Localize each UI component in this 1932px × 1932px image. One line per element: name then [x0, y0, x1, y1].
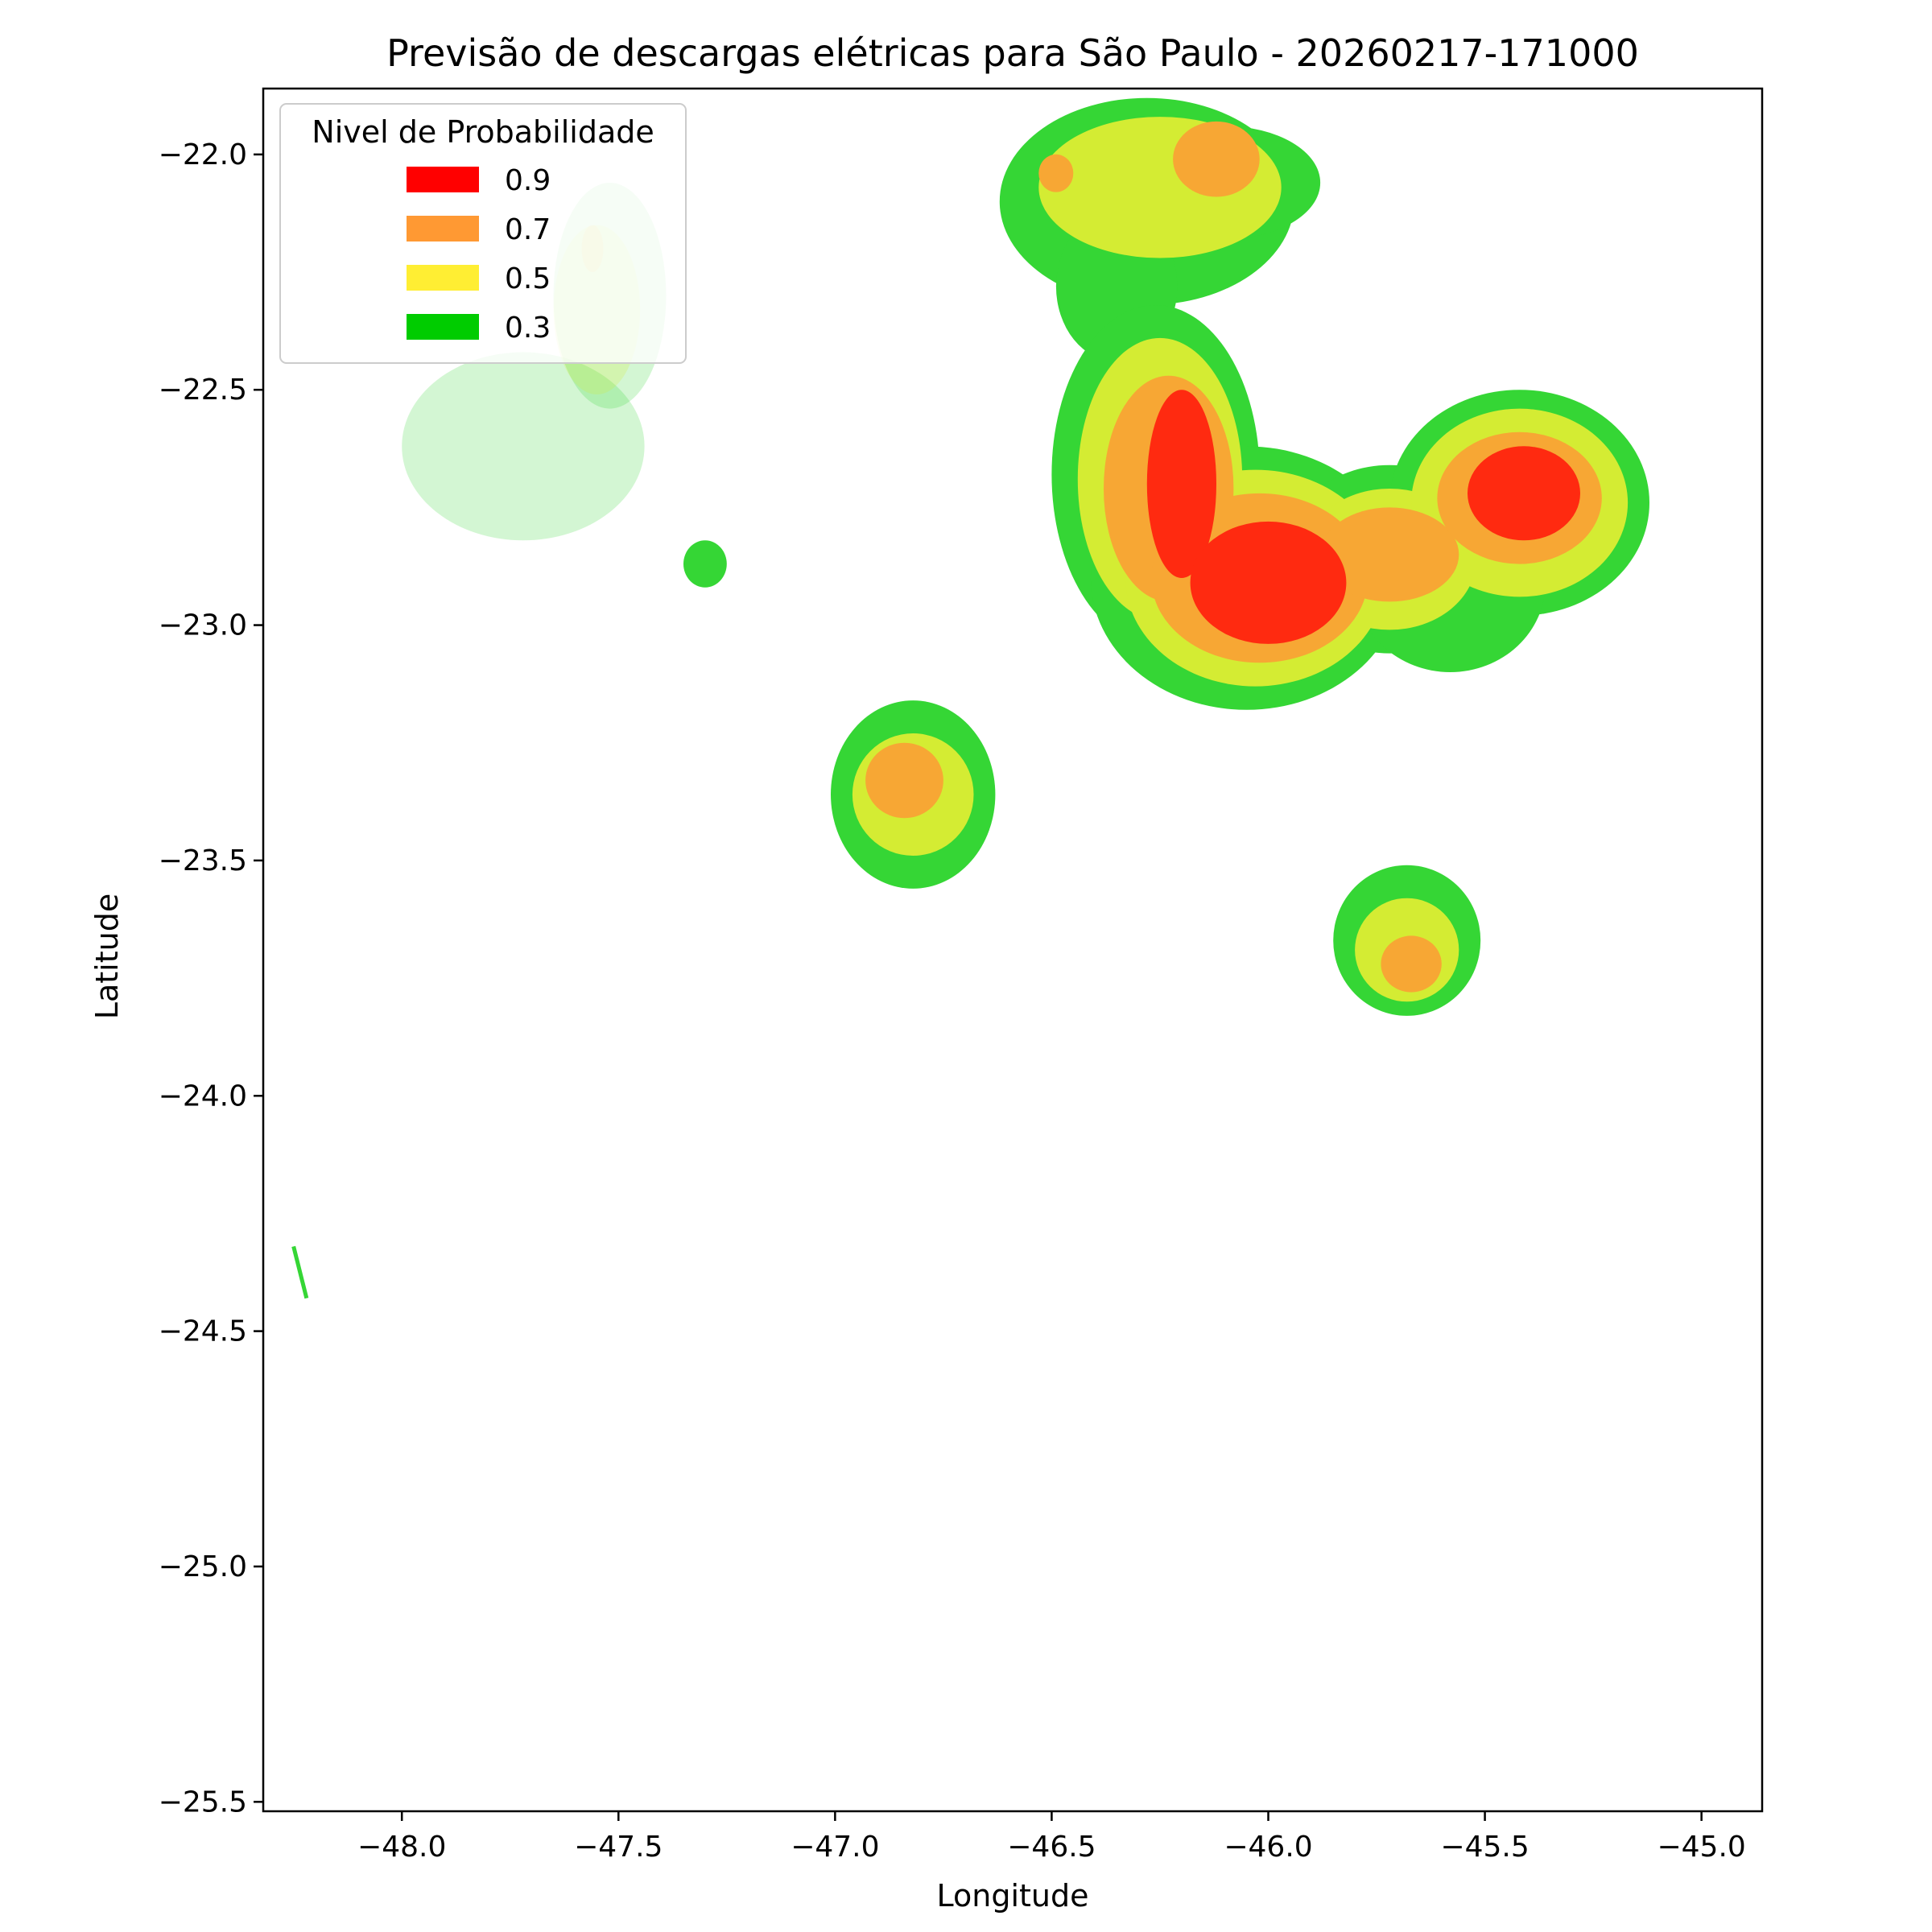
legend-swatch: [407, 216, 479, 242]
x-tick-label: −47.5: [574, 1831, 663, 1864]
probability-region-0-7: [865, 742, 943, 819]
legend-label: 0.9: [505, 164, 551, 197]
plot-frame: [262, 87, 1764, 1813]
y-tick-label: −25.0: [159, 1550, 247, 1583]
x-tick-label: −45.5: [1440, 1831, 1529, 1864]
legend-label: 0.3: [505, 312, 551, 345]
probability-region-0-3: [402, 352, 645, 541]
legend-swatch: [407, 314, 479, 340]
probability-region-0-9: [1468, 446, 1580, 541]
x-tick-label: −45.0: [1657, 1831, 1745, 1864]
y-tick-label: −24.0: [159, 1080, 247, 1113]
y-tick-label: −22.0: [159, 138, 247, 171]
x-tick-label: −46.0: [1224, 1831, 1312, 1864]
legend-label: 0.5: [505, 262, 551, 295]
x-axis-label: Longitude: [937, 1878, 1089, 1913]
probability-region-0-7: [1320, 507, 1459, 602]
x-tick-label: −46.5: [1007, 1831, 1096, 1864]
x-tick-label: −48.0: [357, 1831, 446, 1864]
probability-region-0-3: [683, 540, 727, 588]
y-axis-label: Latitude: [89, 894, 125, 1019]
legend-title: Nivel de Probabilidade: [312, 114, 654, 150]
probability-region-0-7: [1038, 154, 1074, 192]
chart-title: Previsão de descargas elétricas para São…: [386, 31, 1639, 75]
y-axis: −22.0 −22.5 −23.0 −23.5 −24.0 −24.5 −25.0 −25.5: [159, 138, 263, 1818]
y-tick-label: −23.5: [159, 844, 247, 877]
y-tick-label: −24.5: [159, 1315, 247, 1348]
y-tick-label: −23.0: [159, 609, 247, 642]
probability-region-0-7: [1173, 121, 1260, 197]
legend-swatch: [407, 265, 479, 291]
y-tick-label: −25.5: [159, 1785, 247, 1818]
x-axis: −48.0 −47.5 −47.0 −46.5 −46.0 −45.5 −45.0: [357, 1811, 1746, 1864]
probability-region-0-9: [1146, 390, 1216, 578]
legend-label: 0.7: [505, 213, 551, 246]
y-tick-label: −22.5: [159, 374, 247, 407]
probability-region-0-9: [1190, 521, 1347, 644]
probability-streak: [291, 1245, 309, 1299]
legend: Nivel de Probabilidade 0.9 0.7 0.5 0.3: [279, 103, 687, 364]
legend-swatch: [407, 167, 479, 192]
x-tick-label: −47.0: [791, 1831, 879, 1864]
legend-box: [279, 103, 687, 364]
probability-region-0-7: [1381, 935, 1442, 993]
